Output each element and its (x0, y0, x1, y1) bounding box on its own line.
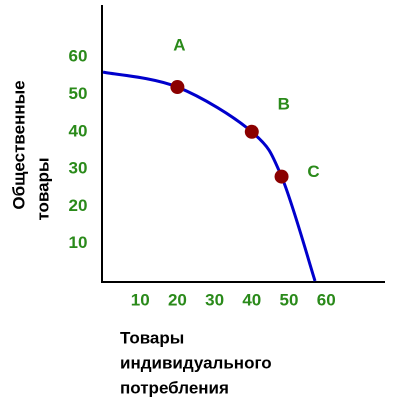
point-label: A (173, 36, 185, 55)
point-label: C (307, 162, 319, 181)
x-tick-label: 40 (242, 290, 261, 309)
y-axis-label: товары (33, 157, 52, 220)
x-tick-label: 50 (280, 290, 299, 309)
point (170, 80, 185, 95)
y-tick-label: 30 (69, 159, 88, 178)
y-tick-label: 40 (69, 121, 88, 140)
x-axis-label: Товары (120, 328, 184, 347)
point (274, 169, 289, 184)
x-axis-label: индивидуального (120, 353, 272, 372)
x-tick-label: 20 (168, 290, 187, 309)
point-label: B (278, 94, 290, 113)
x-tick-label: 10 (131, 290, 150, 309)
y-tick-label: 50 (69, 84, 88, 103)
y-tick-label: 20 (69, 196, 88, 215)
y-tick-label: 60 (69, 47, 88, 66)
y-tick-label: 10 (69, 233, 88, 252)
point (244, 124, 259, 139)
x-axis-label: потребления (120, 378, 229, 397)
x-tick-label: 30 (205, 290, 224, 309)
x-tick-label: 60 (317, 290, 336, 309)
y-axis-label: Общественные (9, 80, 28, 209)
